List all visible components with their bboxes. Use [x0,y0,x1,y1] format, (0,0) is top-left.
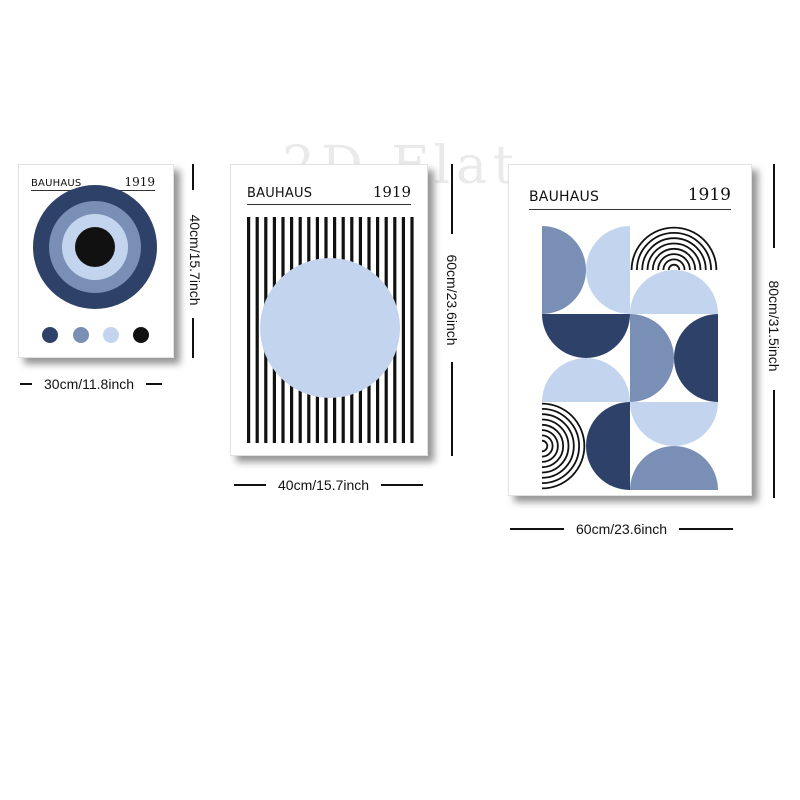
width-dimension: 40cm/15.7inch [234,477,424,493]
poster-large: BAUHAUS 1919 [508,164,752,496]
header-rule [247,204,411,205]
stripe [410,217,414,443]
width-label: 30cm/11.8inch [44,376,135,392]
arc-line [630,226,718,271]
height-label: 80cm/31.5inch [766,280,782,372]
arc-line [641,237,707,271]
stripe [255,217,259,443]
poster-year: 1919 [124,175,155,189]
arc-line [541,402,586,490]
dimension-line [146,383,163,385]
stripe [401,217,405,443]
dimension-line [679,528,734,530]
arc-line [636,232,712,271]
stripe [247,217,251,443]
arc-line [541,423,565,469]
dimension-line [381,484,424,486]
dimension-line [773,390,775,498]
arc-line [541,408,580,484]
poster-brand: BAUHAUS [529,189,600,205]
height-label: 60cm/23.6inch [444,254,460,346]
dimension-line [192,164,194,190]
poster-header: BAUHAUS 1919 [509,185,751,205]
dimension-line [192,318,194,358]
arc-line [651,247,697,271]
poster-header: BAUHAUS 1919 [19,175,173,189]
arc-line [646,242,702,271]
poster-year: 1919 [687,185,731,205]
width-dimension: 30cm/11.8inch [20,376,163,392]
arc-line [541,429,559,463]
poster-brand: BAUHAUS [31,178,82,189]
width-dimension: 60cm/23.6inch [510,521,734,537]
poster-year: 1919 [372,183,411,201]
arc-line [541,434,554,458]
arc-line [541,439,549,453]
semicircle-grid-art [541,226,718,490]
dimension-line [20,383,32,385]
width-label: 60cm/23.6inch [576,521,668,537]
arc-line [541,413,575,479]
dimension-line [451,362,453,456]
poster-brand: BAUHAUS [247,186,313,201]
dimension-line [510,528,564,530]
arc-line [662,258,686,271]
height-label: 40cm/15.7inch [187,214,203,306]
dimension-line [234,484,266,486]
width-label: 40cm/15.7inch [278,477,370,493]
poster-medium: BAUHAUS 1919 [230,164,428,456]
arc-line [667,263,681,271]
poster-small: BAUHAUS 1919 [18,164,174,358]
poster-header: BAUHAUS 1919 [231,183,427,201]
concentric-circles-art [33,185,157,343]
arc-line [657,253,691,271]
dimension-line [451,164,453,234]
arc-line [541,418,570,474]
header-rule [529,209,731,210]
dimension-line [773,164,775,248]
stripes-circle-art [247,217,414,443]
